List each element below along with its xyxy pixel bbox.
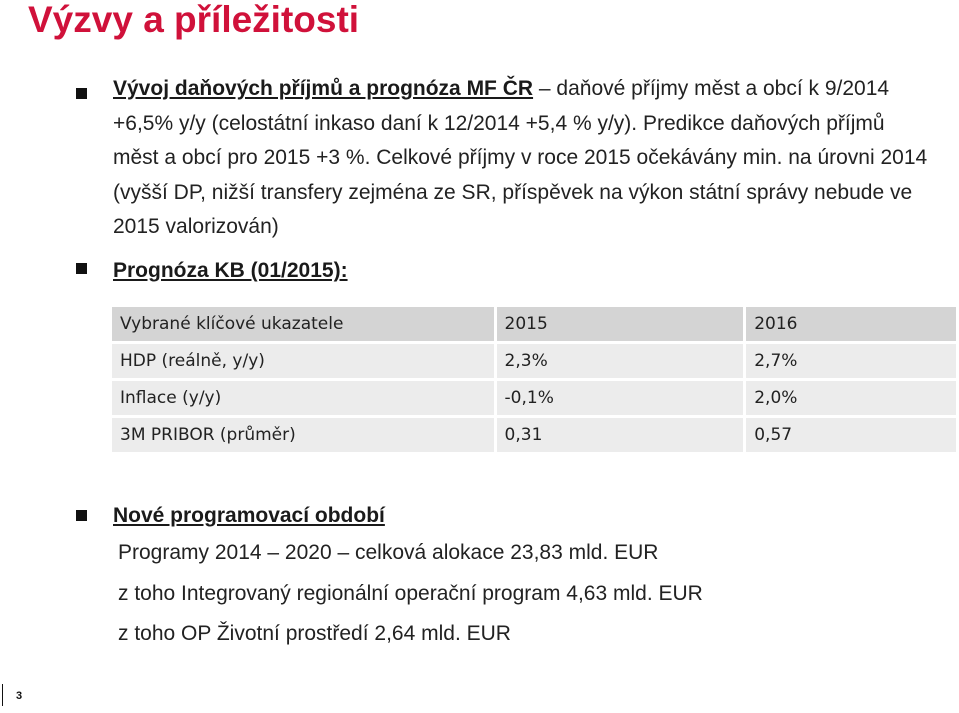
- table-row: HDP (reálně, y/y) 2,3% 2,7%: [112, 344, 956, 378]
- tax-revenue-heading: Vývoj daňových příjmů a prognóza MF ČR: [113, 77, 534, 100]
- table-cell: 3M PRIBOR (průměr): [112, 418, 494, 452]
- bullet-square-icon: [76, 263, 87, 274]
- programming-period-heading: Nové programovací období: [113, 504, 385, 527]
- table-cell: -0,1%: [496, 381, 744, 415]
- table-cell: 2,0%: [746, 381, 956, 415]
- table-cell: 2,3%: [496, 344, 744, 378]
- table-cell: 0,31: [496, 418, 744, 452]
- slide-title: Výzvy a příležitosti: [28, 0, 360, 40]
- table-header-row: Vybrané klíčové ukazatele 2015 2016: [112, 307, 956, 341]
- slide-number-divider: [2, 684, 3, 706]
- table-row: 3M PRIBOR (průměr) 0,31 0,57: [112, 418, 956, 452]
- table-cell: 2,7%: [746, 344, 956, 378]
- table-cell: 0,57: [746, 418, 956, 452]
- bullet-square-icon: [76, 88, 87, 99]
- bullet-square-icon: [76, 510, 87, 521]
- table-cell: Inflace (y/y): [112, 381, 494, 415]
- table-header-cell: 2015: [496, 307, 744, 341]
- table-row: Inflace (y/y) -0,1% 2,0%: [112, 381, 956, 415]
- table-header-cell: 2016: [746, 307, 956, 341]
- table-header-cell: Vybrané klíčové ukazatele: [112, 307, 494, 341]
- kb-forecast-heading: Prognóza KB (01/2015):: [113, 259, 348, 282]
- programming-line: z toho OP Životní prostředí 2,64 mld. EU…: [118, 622, 511, 645]
- tax-revenue-paragraph: Vývoj daňových příjmů a prognóza MF ČR –…: [113, 72, 933, 245]
- table-cell: HDP (reálně, y/y): [112, 344, 494, 378]
- kb-forecast-table: Vybrané klíčové ukazatele 2015 2016 HDP …: [109, 304, 959, 455]
- programming-line: z toho Integrovaný regionální operační p…: [118, 582, 703, 605]
- slide-number: 3: [16, 690, 23, 702]
- tax-revenue-text: – daňové příjmy měst a obcí k 9/2014 +6,…: [113, 77, 928, 238]
- programming-line: Programy 2014 – 2020 – celková alokace 2…: [118, 541, 659, 564]
